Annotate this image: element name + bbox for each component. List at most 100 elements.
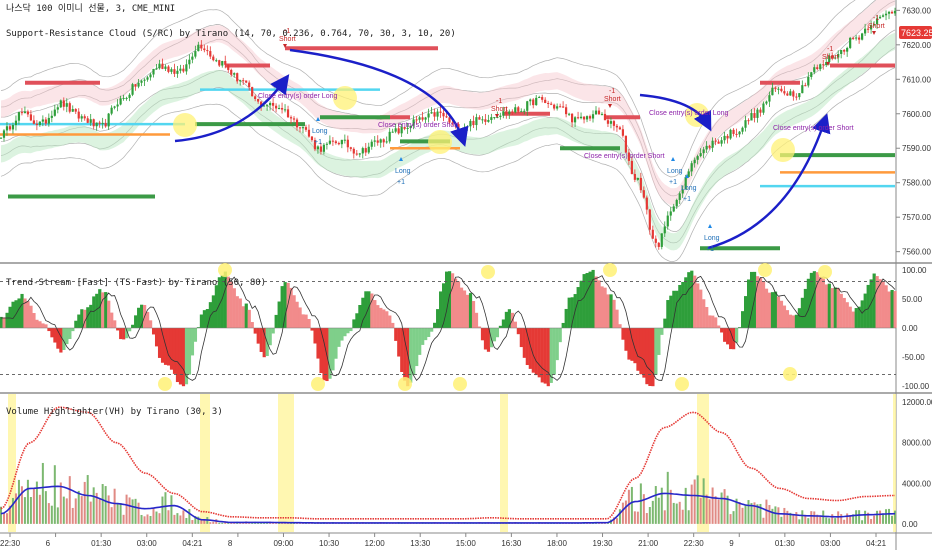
candle-body [741,127,744,132]
trend-bar [313,328,317,344]
trend-bar [615,309,619,328]
volume-bar [257,523,260,524]
candle-body [352,148,355,154]
candle-body [376,140,379,143]
trend-bar [812,271,816,328]
volume-bar [666,471,669,524]
volume-bar [221,522,224,524]
trend-bar [806,278,810,328]
trend-bar [148,320,153,328]
volume-bar [158,513,161,524]
price-tick-label: 7580.00 [902,179,931,188]
candle-body [104,122,107,127]
volume-bar [876,510,879,524]
candle-body [451,122,454,124]
trend-bar [705,307,709,328]
candle-body [696,156,699,160]
trend-bar [636,328,640,371]
trend-bar [154,328,159,347]
trend-bar [214,285,218,328]
trend-bar [394,328,398,341]
trend-bar [863,293,867,328]
trend-bar [519,328,523,348]
candle-body [822,64,825,66]
trend-bar [406,328,410,387]
candle-body [866,28,870,30]
candle-body [615,125,619,128]
price-tick-label: 7630.00 [902,6,931,15]
candle-body [609,121,613,124]
volume-bar [59,482,62,524]
candle-body [343,139,346,141]
ts-indicator-label: Trend-Stream [Fast] (TS Fast) by Tirano … [6,278,266,288]
trend-bar [564,308,568,328]
trend-bar [439,291,443,328]
volume-bar [92,487,95,524]
trend-bar [271,328,275,334]
trend-bar [385,311,389,328]
candle-body [687,171,690,178]
candle-body [89,119,92,123]
trend-bar [821,277,825,328]
trend-bar [666,300,670,328]
candle-body [268,102,272,106]
trend-bar [196,327,201,328]
trend-bar [618,324,622,328]
trend-bar [397,328,401,357]
trend-bar [80,309,84,328]
trend-bar [537,328,541,378]
volume-bar [783,507,786,524]
candle-body [328,140,331,144]
candle-body [233,73,236,75]
volume-bar [122,514,125,524]
volume-bar [185,517,188,524]
candle-body [391,131,394,133]
trend-bar [630,328,634,361]
candle-body [400,127,403,134]
candle-body [618,127,622,130]
candle-body [771,87,774,96]
volume-bar [134,498,137,524]
candle-body [373,140,376,142]
trend-bar [337,328,341,347]
volume-bar [200,520,203,524]
trend-bar [382,309,386,328]
volume-bar [173,514,176,524]
trend-bar [59,328,63,353]
trend-bar [328,328,332,379]
candle-body [624,135,628,153]
trend-bar [370,293,374,328]
trend-bar [74,320,78,328]
trend-bar [436,309,440,328]
volume-bar [831,514,834,524]
trend-bar [262,328,266,358]
time-tick-label: 8 [228,539,233,548]
volume-bar [684,487,687,524]
trend-bar [47,328,51,332]
trend-bar [116,328,120,331]
time-tick-label: 22:30 [0,539,21,548]
trend-bar [343,328,347,337]
candle-body [463,127,466,130]
candle-body [77,111,80,119]
candle-body [834,57,837,59]
candle-body [179,68,182,71]
candle-body [714,140,717,142]
minus-one-label: -1 [873,15,879,22]
trend-bar [319,328,323,374]
volume-bar [101,484,104,524]
trend-bar [884,285,888,328]
price-tick-label: 7620.00 [902,41,931,50]
volume-bar [816,514,819,524]
trend-bar [540,328,544,383]
candle-body [304,127,308,130]
volume-bar [98,499,101,524]
volume-bar [858,510,861,524]
candle-body [74,109,77,112]
candle-body [307,129,311,137]
volume-bar [837,511,840,524]
candle-body [236,73,239,82]
volume-bar [681,509,684,524]
candle-body [448,117,451,123]
